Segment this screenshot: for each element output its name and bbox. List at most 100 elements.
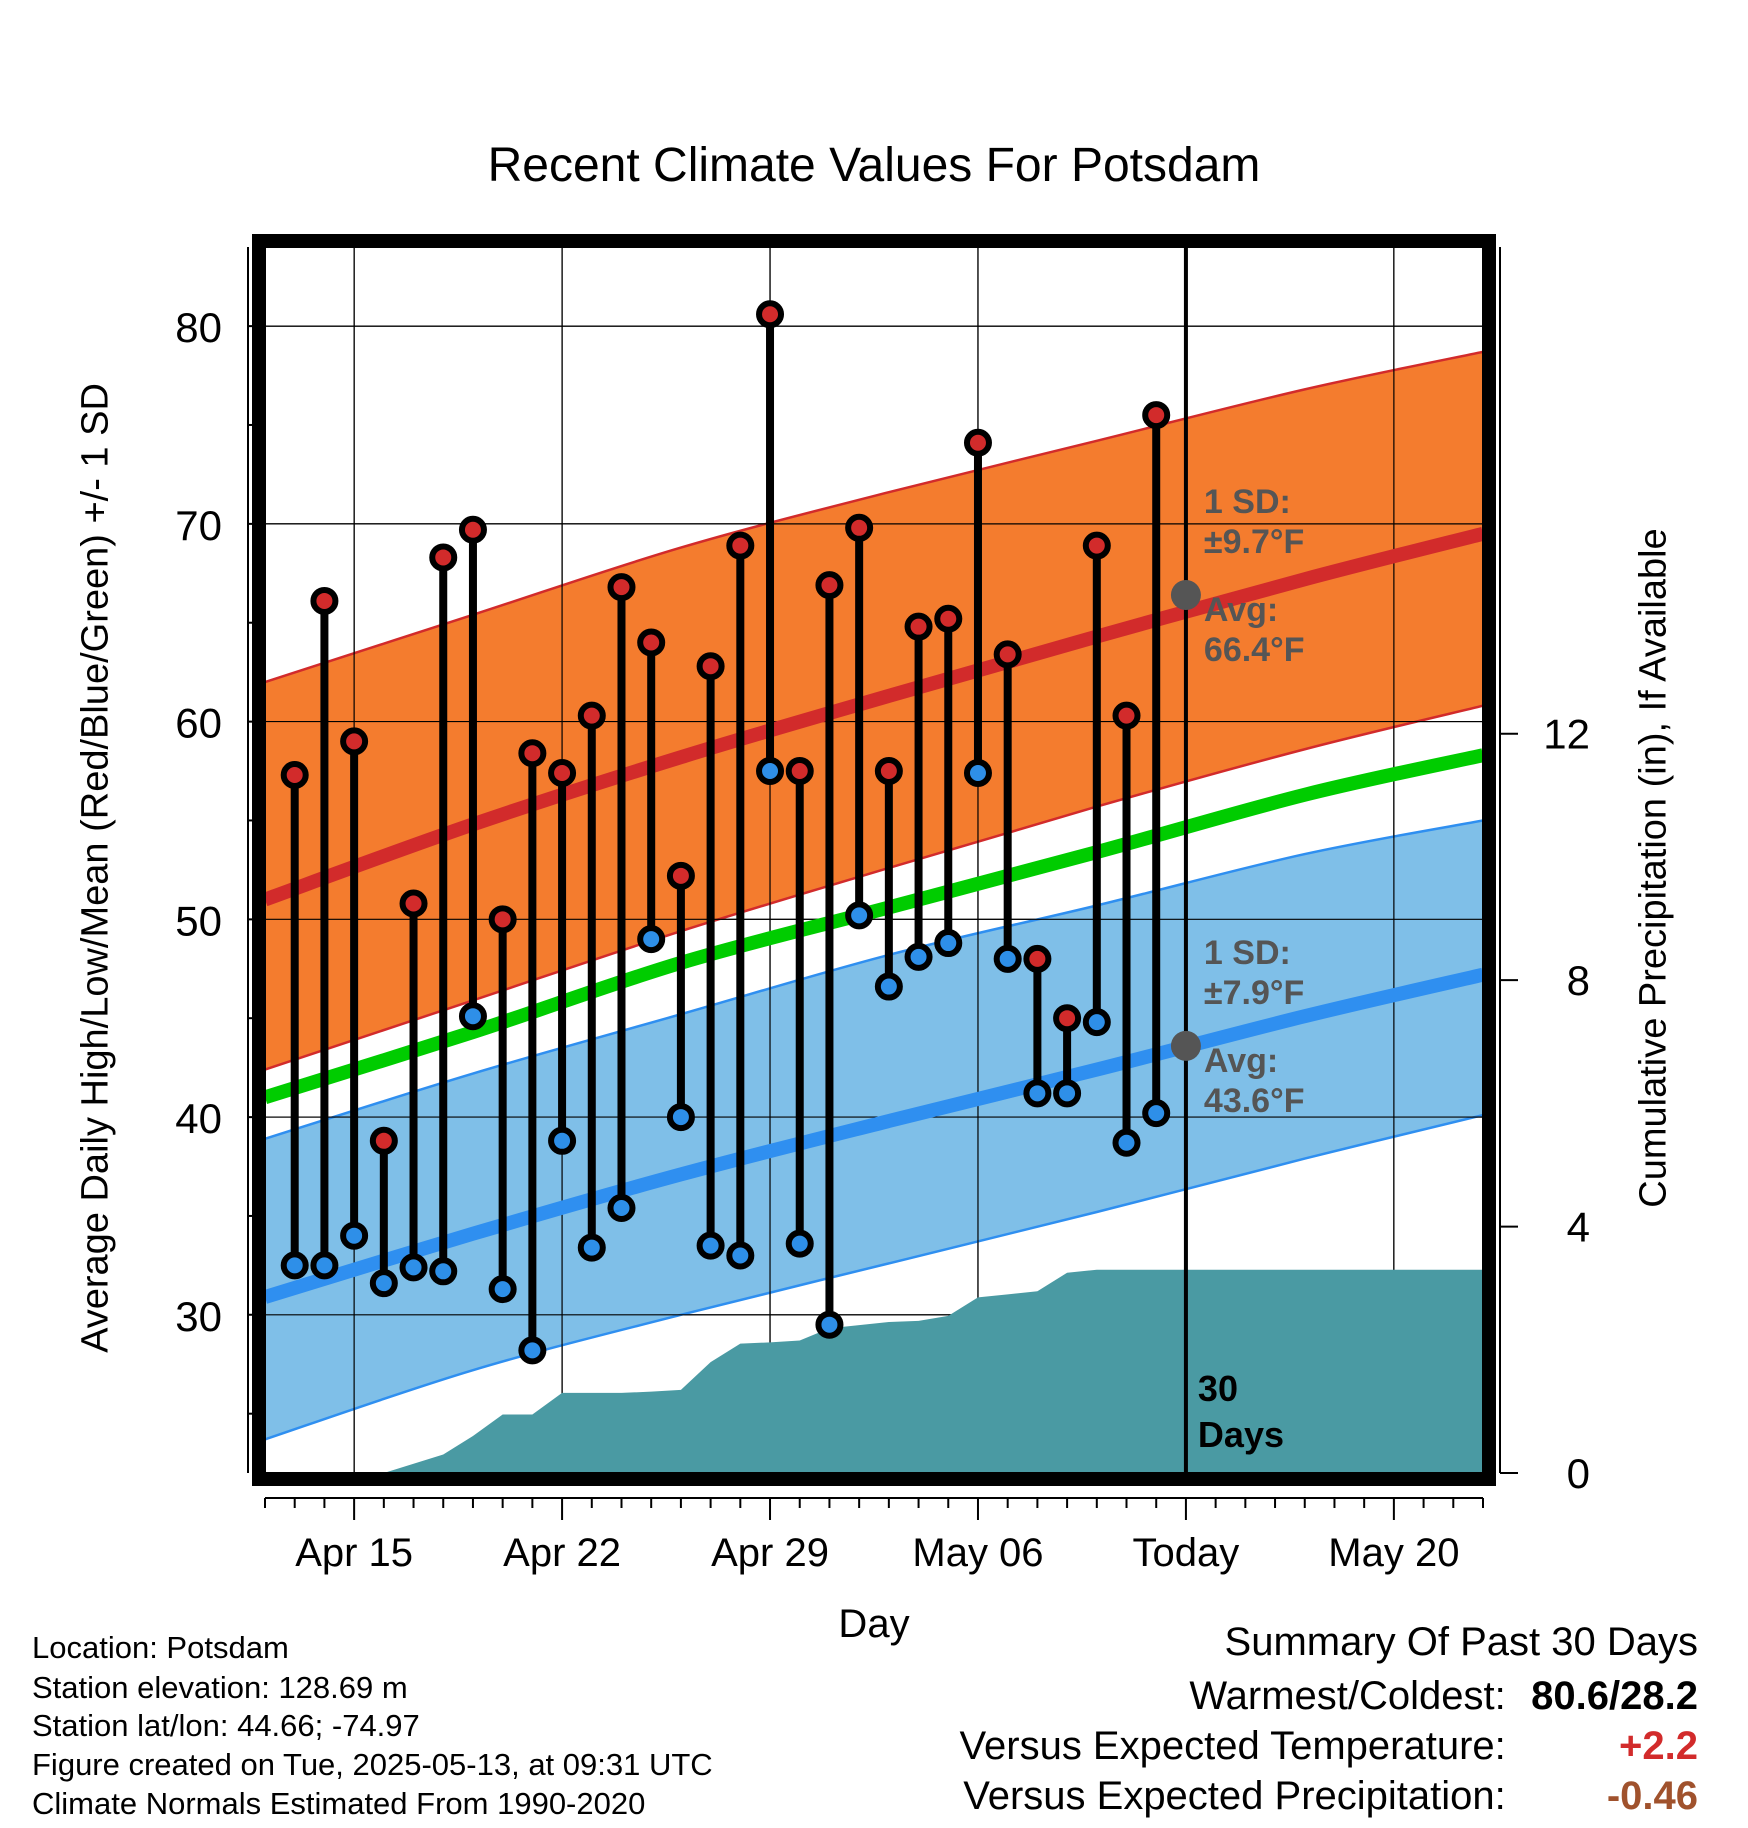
low-point xyxy=(815,1310,844,1339)
low-point xyxy=(904,942,933,971)
info-created: Figure created on Tue, 2025-05-13, at 09… xyxy=(32,1747,713,1782)
summary-temp-row: Versus Expected Temperature: +2.2 xyxy=(960,1724,1698,1769)
high-sd-band xyxy=(265,351,1483,1070)
low-point xyxy=(756,757,785,786)
low-point xyxy=(726,1241,755,1270)
days-label-text: Days xyxy=(1198,1414,1284,1455)
summary-precip-row: Versus Expected Precipitation: -0.46 xyxy=(963,1774,1698,1819)
high-point xyxy=(904,612,933,641)
precip-area xyxy=(265,1269,1483,1473)
info-normals: Climate Normals Estimated From 1990-2020 xyxy=(32,1786,646,1821)
summary-warmest-label: Warmest/Coldest: xyxy=(1189,1674,1506,1718)
low-avg-marker xyxy=(1170,1030,1201,1061)
summary-precip-value: -0.46 xyxy=(1606,1774,1698,1818)
high-point xyxy=(577,701,606,730)
high-point xyxy=(310,586,339,615)
high-point xyxy=(756,300,785,329)
low-point xyxy=(666,1103,695,1132)
y-tick-label: 70 xyxy=(175,502,222,549)
days-label-number: 30 xyxy=(1198,1368,1238,1409)
info-location: Location: Potsdam xyxy=(32,1630,289,1665)
high-point xyxy=(1053,1004,1082,1033)
x-tick-label: Apr 15 xyxy=(295,1531,413,1575)
high-avg-marker xyxy=(1170,580,1201,611)
low-point xyxy=(607,1194,636,1223)
high-point xyxy=(874,757,903,786)
chart-title: Recent Climate Values For Potsdam xyxy=(487,139,1261,192)
high-point xyxy=(369,1126,398,1155)
low-sd-label: 1 SD: xyxy=(1204,934,1291,972)
low-point xyxy=(458,1002,487,1031)
x-tick-label: Apr 29 xyxy=(711,1531,829,1575)
high-point xyxy=(845,513,874,542)
y-right-tick-label: 8 xyxy=(1567,957,1590,1004)
y-axis-right-label: Cumulative Precipitation (in), If Availa… xyxy=(1632,528,1675,1208)
low-point xyxy=(369,1269,398,1298)
low-point xyxy=(637,925,666,954)
high-avg-label: Avg: xyxy=(1204,591,1278,629)
x-tick-label: Apr 22 xyxy=(503,1531,621,1575)
high-point xyxy=(399,889,428,918)
low-point xyxy=(518,1336,547,1365)
low-point xyxy=(1112,1128,1141,1157)
low-lower-line xyxy=(265,1113,1483,1441)
low-point xyxy=(963,758,992,787)
low-avg-label: Avg: xyxy=(1204,1042,1278,1080)
low-point xyxy=(399,1253,428,1282)
summary-warmest-row: Warmest/Coldest: 80.6/28.2 xyxy=(1189,1674,1698,1719)
high-point xyxy=(637,628,666,657)
low-point xyxy=(845,901,874,930)
high-point xyxy=(548,758,577,787)
y-tick-label: 80 xyxy=(175,304,222,351)
x-tick-label: May 06 xyxy=(912,1531,1043,1575)
high-point xyxy=(488,905,517,934)
low-point xyxy=(1082,1008,1111,1037)
y-axis-label: Average Daily High/Low/Mean (Red/Blue/Gr… xyxy=(74,383,117,1353)
high-point xyxy=(1142,401,1171,430)
summary-temp-value: +2.2 xyxy=(1619,1724,1698,1768)
high-point xyxy=(607,573,636,602)
high-point xyxy=(429,543,458,572)
low-point xyxy=(548,1126,577,1155)
y-tick-label: 30 xyxy=(175,1293,222,1340)
y-right-tick-label: 12 xyxy=(1543,711,1590,758)
low-point xyxy=(874,972,903,1001)
high-point xyxy=(1023,944,1052,973)
info-latlon: Station lat/lon: 44.66; -74.97 xyxy=(32,1708,420,1743)
low-point xyxy=(1023,1079,1052,1108)
x-tick-label: May 20 xyxy=(1328,1531,1459,1575)
plot-frame xyxy=(252,234,1496,1486)
summary-warmest-value: 80.6/28.2 xyxy=(1531,1674,1698,1718)
x-tick-label: Today xyxy=(1133,1531,1240,1575)
high-point xyxy=(340,727,369,756)
low-point xyxy=(1142,1099,1171,1128)
summary-title: Summary Of Past 30 Days xyxy=(1224,1620,1698,1664)
high-point xyxy=(993,640,1022,669)
low-avg-value: 43.6°F xyxy=(1204,1082,1305,1120)
low-point xyxy=(577,1233,606,1262)
y-right-tick-label: 4 xyxy=(1567,1204,1590,1251)
info-elevation: Station elevation: 128.69 m xyxy=(32,1670,408,1705)
low-point xyxy=(1053,1079,1082,1108)
low-mean-line xyxy=(265,967,1483,1304)
low-point xyxy=(993,944,1022,973)
low-point xyxy=(696,1231,725,1260)
low-point xyxy=(340,1221,369,1250)
x-axis-label: Day xyxy=(838,1602,910,1646)
y-tick-label: 60 xyxy=(175,700,222,747)
high-point xyxy=(785,757,814,786)
high-point xyxy=(1082,531,1111,560)
high-point xyxy=(934,604,963,633)
low-point xyxy=(280,1251,309,1280)
y-tick-label: 50 xyxy=(175,897,222,944)
low-point xyxy=(429,1257,458,1286)
low-sd-value: ±7.9°F xyxy=(1204,974,1304,1012)
high-point xyxy=(726,531,755,560)
low-point xyxy=(310,1251,339,1280)
high-point xyxy=(666,861,695,890)
high-sd-value: ±9.7°F xyxy=(1204,523,1304,561)
y-tick-label: 40 xyxy=(175,1095,222,1142)
high-point xyxy=(963,428,992,457)
high-avg-value: 66.4°F xyxy=(1204,631,1305,669)
